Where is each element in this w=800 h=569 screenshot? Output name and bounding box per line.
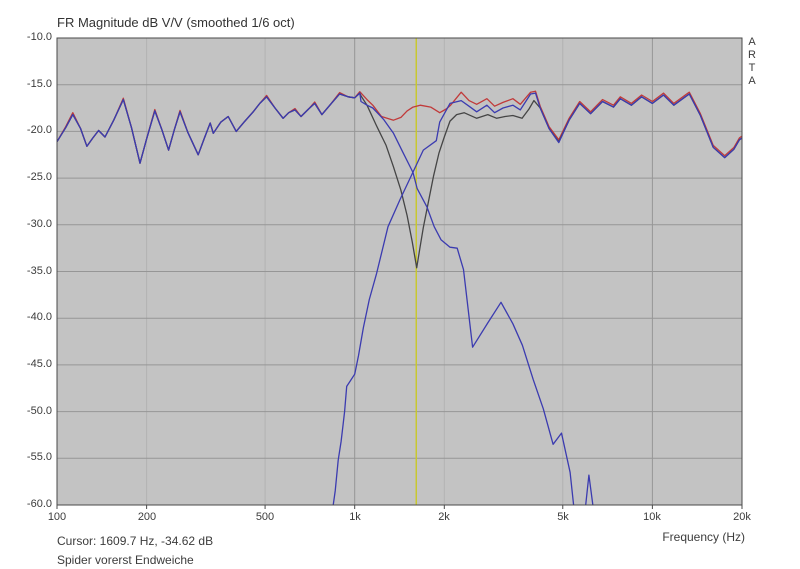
y-axis-tick-label: -60.0 — [26, 498, 52, 510]
x-axis-tick-label: 20k — [733, 511, 751, 523]
x-axis-tick-label: 2k — [438, 511, 450, 523]
x-axis-tick-label: 200 — [137, 511, 157, 523]
y-axis-tick-label: -10.0 — [26, 31, 52, 43]
curve-tweeter-highpass-blue — [332, 92, 742, 505]
x-axis-tick-label: 5k — [557, 511, 569, 523]
y-axis-tick-label: -55.0 — [26, 451, 52, 463]
x-axis-tick-label: 500 — [255, 511, 275, 523]
arta-letter: R — [748, 49, 756, 61]
x-axis-tick-label: 100 — [47, 511, 67, 523]
y-axis-tick-label: -45.0 — [26, 358, 52, 370]
y-axis-tick-label: -30.0 — [26, 218, 52, 230]
cursor-readout: Cursor: 1609.7 Hz, -34.62 dB — [57, 534, 214, 548]
note-text: Spider vorerst Endweiche — [57, 553, 194, 567]
y-axis-tick-label: -15.0 — [26, 78, 52, 90]
chart-title: FR Magnitude dB V/V (smoothed 1/6 oct) — [57, 15, 295, 30]
arta-letter: A — [748, 75, 756, 87]
arta-letter: T — [748, 62, 756, 74]
y-axis-tick-label: -50.0 — [26, 405, 52, 417]
arta-letter: A — [748, 36, 756, 48]
x-axis-tick-label: 1k — [349, 511, 361, 523]
x-axis-tick-label: 10k — [643, 511, 661, 523]
curve-woofer-lowpass-blue — [57, 92, 594, 505]
y-axis-tick-label: -40.0 — [26, 311, 52, 323]
x-axis-title: Frequency (Hz) — [662, 530, 745, 544]
y-axis-tick-label: -20.0 — [26, 124, 52, 136]
y-axis-tick-label: -25.0 — [26, 171, 52, 183]
y-axis-tick-label: -35.0 — [26, 265, 52, 277]
arta-watermark: A R T A — [744, 36, 760, 88]
